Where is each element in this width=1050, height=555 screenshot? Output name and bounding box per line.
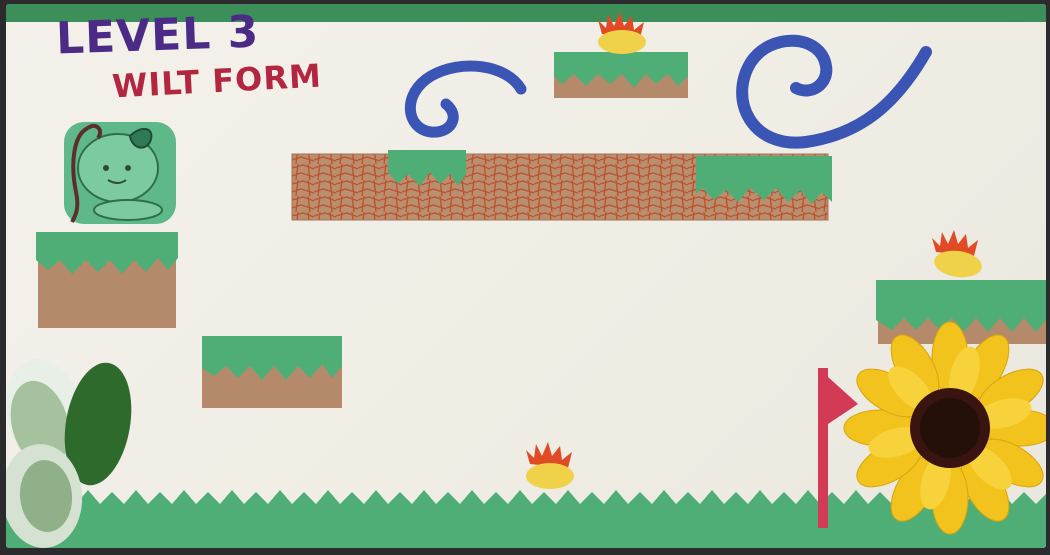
wind-swirl-icon xyxy=(736,34,932,149)
flame-seed-icon[interactable] xyxy=(526,442,574,489)
top-grass-strip xyxy=(6,4,1046,22)
game-board: LEVEL 3 WILT FORM xyxy=(6,4,1046,548)
platform-lower xyxy=(202,336,342,408)
platform-left xyxy=(36,232,178,328)
leaf-decoration xyxy=(6,359,132,548)
flame-seed-icon[interactable] xyxy=(932,230,984,280)
ground-grass xyxy=(6,490,1046,548)
level-title: LEVEL 3 xyxy=(55,6,261,65)
red-flag-icon[interactable] xyxy=(818,368,858,528)
wind-swirl-icon xyxy=(404,60,527,138)
sprout-character-icon[interactable] xyxy=(64,122,176,224)
platform-top xyxy=(554,52,688,98)
sunflower-icon[interactable] xyxy=(843,321,1046,535)
flame-seed-icon[interactable] xyxy=(598,12,646,54)
platform-bridge xyxy=(291,150,832,221)
level-scene xyxy=(6,12,1046,548)
